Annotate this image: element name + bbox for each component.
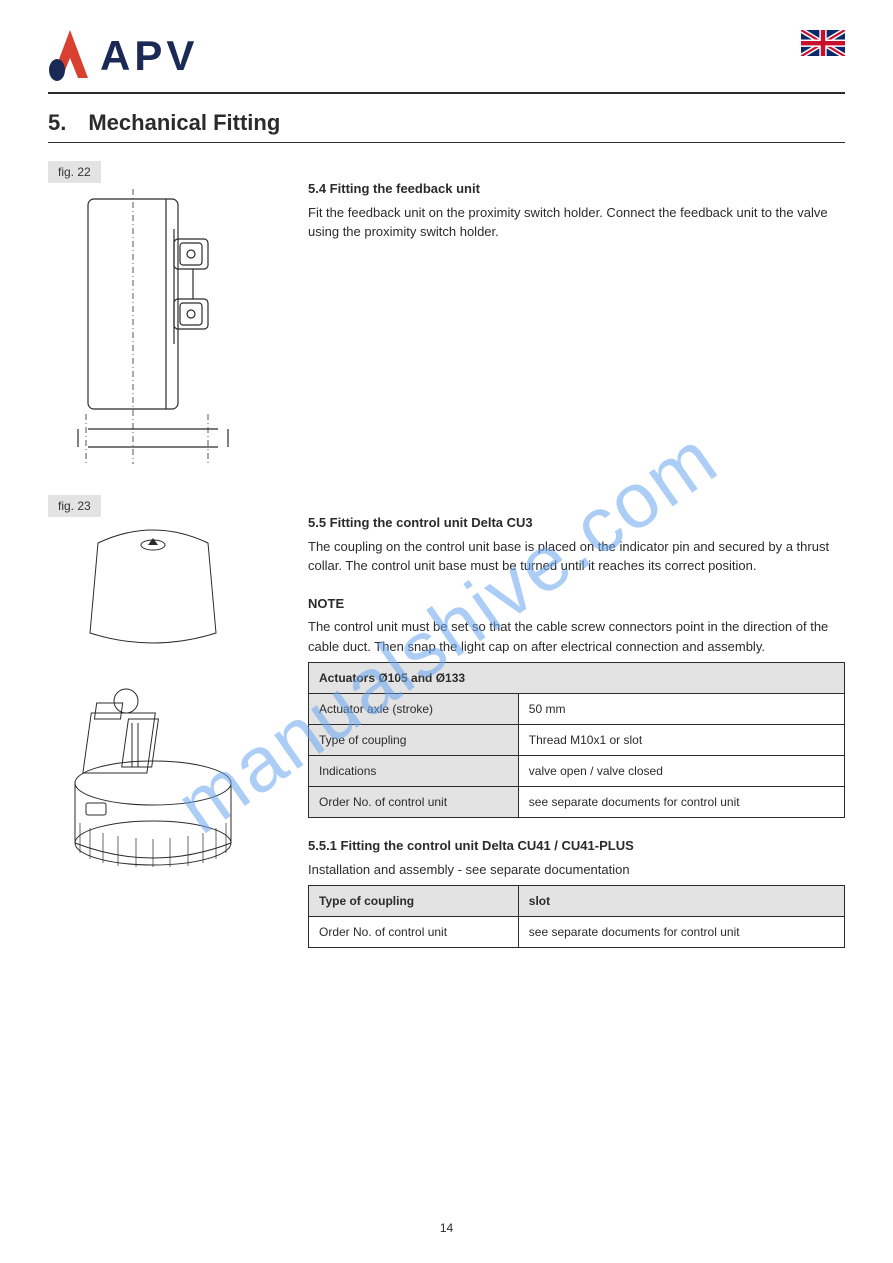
uk-flag-icon	[801, 30, 845, 58]
cell-value: see separate documents for control unit	[518, 787, 844, 818]
table-row: Order No. of control unit see separate d…	[309, 917, 845, 948]
section-title: Mechanical Fitting	[88, 110, 280, 136]
table-row: Type of coupling Thread M10x1 or slot	[309, 725, 845, 756]
cell-label: Order No. of control unit	[309, 787, 519, 818]
brand-name: APV	[100, 32, 198, 80]
body-text: The coupling on the control unit base is…	[308, 537, 845, 576]
text-column: 5.4 Fitting the feedback unit Fit the fe…	[308, 161, 845, 242]
divider-top	[48, 92, 845, 94]
cell-label: Actuator axle (stroke)	[309, 694, 519, 725]
note-heading: NOTE	[308, 594, 845, 614]
cell-label: Indications	[309, 756, 519, 787]
cell-value: valve open / valve closed	[518, 756, 844, 787]
proximity-holder-diagram	[48, 189, 278, 469]
actuator-table: Actuators Ø105 and Ø133 Actuator axle (s…	[308, 662, 845, 818]
cell-label: Order No. of control unit	[309, 917, 519, 948]
content-row-fig23: fig. 23	[48, 495, 845, 948]
section-number: 5.	[48, 110, 66, 136]
cell-value: 50 mm	[518, 694, 844, 725]
figure-badge: fig. 23	[48, 495, 101, 517]
subsection-title: 5.4 Fitting the feedback unit	[308, 179, 845, 199]
logo-mark-icon	[48, 30, 92, 82]
content-row-fig22: fig. 22	[48, 161, 845, 469]
control-unit-diagram	[48, 523, 278, 903]
page-number: 14	[440, 1221, 453, 1235]
section-heading: 5. Mechanical Fitting	[48, 110, 845, 136]
figure-column: fig. 22	[48, 161, 278, 469]
brand-logo: APV	[48, 30, 198, 82]
note-text: The control unit must be set so that the…	[308, 617, 845, 656]
page-header: APV	[48, 30, 845, 82]
subsection-title: 5.5 Fitting the control unit Delta CU3	[308, 513, 845, 533]
subsection-title: 5.5.1 Fitting the control unit Delta CU4…	[308, 836, 845, 856]
table-header: Actuators Ø105 and Ø133	[309, 663, 845, 694]
text-column: 5.5 Fitting the control unit Delta CU3 T…	[308, 495, 845, 948]
table-header: Type of coupling	[309, 886, 519, 917]
figure-badge: fig. 22	[48, 161, 101, 183]
table-row: Indications valve open / valve closed	[309, 756, 845, 787]
table-header: slot	[518, 886, 844, 917]
body-text: Fit the feedback unit on the proximity s…	[308, 203, 845, 242]
figure-column: fig. 23	[48, 495, 278, 903]
cell-value: Thread M10x1 or slot	[518, 725, 844, 756]
cell-value: see separate documents for control unit	[518, 917, 844, 948]
coupling-table: Type of coupling slot Order No. of contr…	[308, 885, 845, 948]
divider-sub	[48, 142, 845, 143]
table-row: Actuator axle (stroke) 50 mm	[309, 694, 845, 725]
table-row: Order No. of control unit see separate d…	[309, 787, 845, 818]
cell-label: Type of coupling	[309, 725, 519, 756]
body-text: Installation and assembly - see separate…	[308, 860, 845, 880]
